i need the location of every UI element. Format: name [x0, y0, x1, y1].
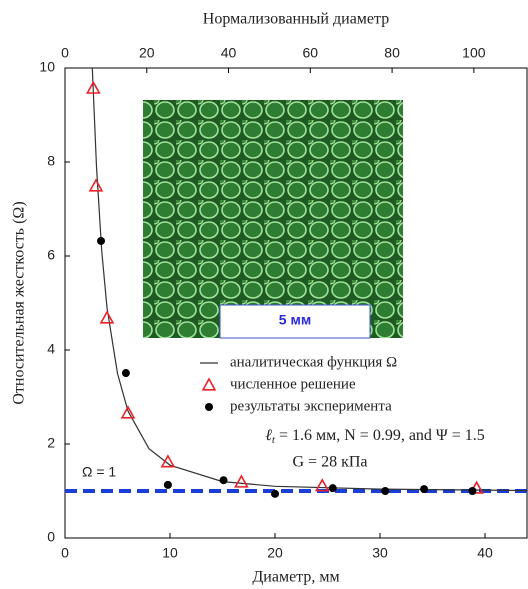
param-subscript: t: [272, 434, 276, 446]
x-tick-label: 30: [372, 545, 388, 561]
param-symbol: ℓ: [265, 427, 272, 444]
plot-frame: [64, 67, 528, 539]
x-tick-label: 10: [162, 545, 178, 561]
triangle-point: [85, 80, 101, 94]
dot-point: [271, 489, 279, 498]
dot-point: [121, 369, 130, 378]
x2-axis-label: Нормализованный диаметр: [203, 11, 389, 28]
triangle-point: [99, 310, 115, 324]
x-tick-label: 40: [477, 545, 493, 561]
x2-tick-label: 80: [384, 45, 400, 61]
triangle-point: [234, 474, 249, 488]
legend-swatch: [205, 403, 213, 411]
dot-point: [97, 236, 106, 245]
x2-tick-label: 40: [221, 45, 237, 61]
x2-tick-label: 20: [139, 45, 155, 61]
parameters: ℓt = 1.6 мм, N = 0.99, and Ψ = 1.5: [265, 427, 485, 446]
param-rest: = 1.6 мм, N = 0.99, and Ψ = 1.5: [275, 427, 485, 444]
triangle-point: [314, 478, 330, 492]
triangle-point: [88, 178, 104, 192]
dot-point: [468, 487, 477, 495]
scale-bar-box: [219, 304, 371, 339]
legend-label: результаты эксперимента: [230, 398, 392, 414]
triangle-point: [120, 405, 136, 419]
parameters-2: G = 28 кПа: [292, 454, 367, 471]
legend-swatch: [201, 377, 217, 391]
scale-bar-label: 5 мм: [279, 312, 311, 328]
foam-photo: [143, 100, 403, 338]
y-axis-label: Относительная жесткость (Ω): [11, 201, 28, 404]
legend-label: аналитическая функция Ω: [230, 354, 397, 370]
triangle-point: [160, 454, 176, 468]
dot-point: [381, 487, 390, 495]
x2-tick-label: 60: [303, 45, 319, 61]
x-axis-label: Диаметр, мм: [252, 569, 339, 586]
y-tick-label: 0: [47, 529, 55, 545]
x2-tick-label: 100: [462, 45, 486, 61]
y-tick-label: 8: [47, 153, 55, 169]
y-tick-label: 4: [47, 341, 55, 357]
dot-point: [420, 485, 429, 494]
reference-label: Ω = 1: [82, 464, 116, 480]
x2-tick-label: 0: [61, 45, 69, 61]
legend-label: численное решение: [230, 376, 356, 392]
x-tick-label: 20: [267, 545, 283, 561]
y-tick-label: 2: [47, 435, 55, 451]
y-tick-label: 10: [39, 59, 55, 75]
dot-point: [219, 476, 228, 485]
dot-point: [163, 480, 172, 489]
y-tick-label: 6: [47, 247, 55, 263]
x-tick-label: 0: [61, 545, 69, 561]
dot-point: [328, 484, 337, 493]
